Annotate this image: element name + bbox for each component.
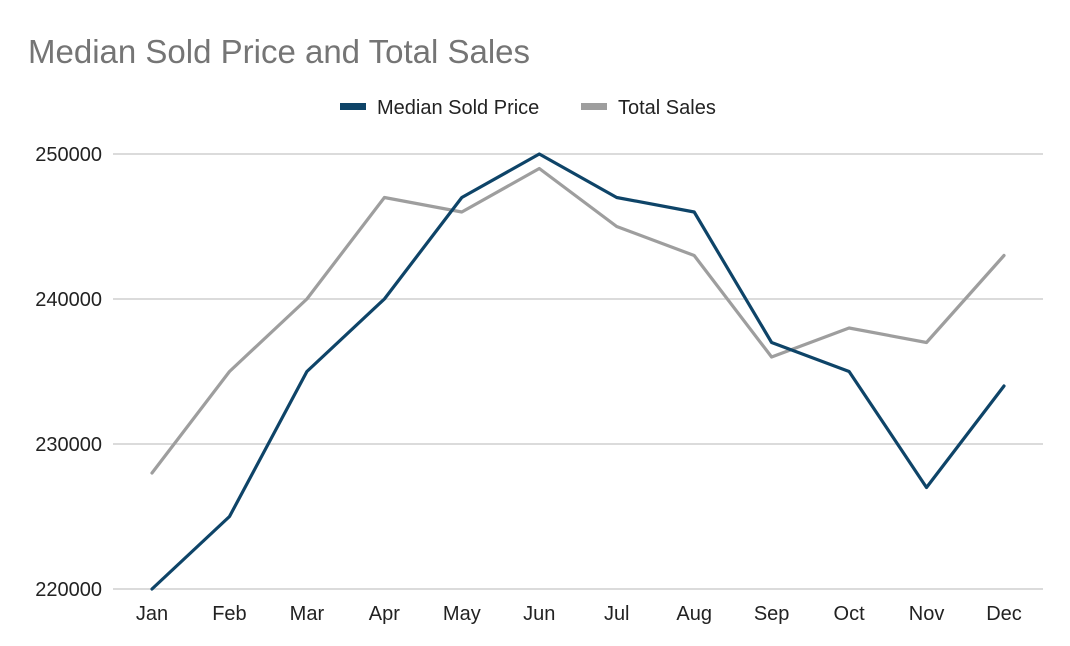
x-tick-label-apr: Apr <box>369 603 400 625</box>
series-line-total-sales <box>150 166 1006 475</box>
chart-title: Median Sold Price and Total Sales <box>28 33 530 70</box>
y-axis-ticks: 220000 230000 240000 250000 <box>35 144 102 601</box>
x-tick-label-mar: Mar <box>290 603 325 625</box>
y-tick-label: 220000 <box>35 579 102 601</box>
legend-label-total-sales: Total Sales <box>618 97 716 119</box>
x-tick-label-sep: Sep <box>754 603 790 625</box>
y-tick-label: 230000 <box>35 434 102 456</box>
x-tick-label-oct: Oct <box>834 603 866 625</box>
legend-swatch-median-sold-price <box>340 103 366 110</box>
y-tick-label: 250000 <box>35 144 102 166</box>
x-tick-label-jul: Jul <box>604 603 630 625</box>
series-line-median-sold-price <box>150 152 1006 591</box>
legend-swatch-total-sales <box>581 103 607 110</box>
legend-label-median-sold-price: Median Sold Price <box>377 97 539 119</box>
legend: Median Sold Price Total Sales <box>340 97 716 119</box>
x-tick-label-nov: Nov <box>909 603 945 625</box>
y-tick-label: 240000 <box>35 289 102 311</box>
x-tick-label-jan: Jan <box>136 603 168 625</box>
x-tick-label-dec: Dec <box>986 603 1022 625</box>
x-tick-label-feb: Feb <box>212 603 246 625</box>
x-axis-ticks: Jan Feb Mar Apr May Jun Jul Aug Sep Oct Nov Dec <box>136 603 1022 625</box>
series-layer <box>150 152 1006 591</box>
x-tick-label-may: May <box>443 603 481 625</box>
grid-layer <box>113 153 1043 590</box>
x-tick-label-aug: Aug <box>676 603 712 625</box>
x-tick-label-jun: Jun <box>523 603 555 625</box>
